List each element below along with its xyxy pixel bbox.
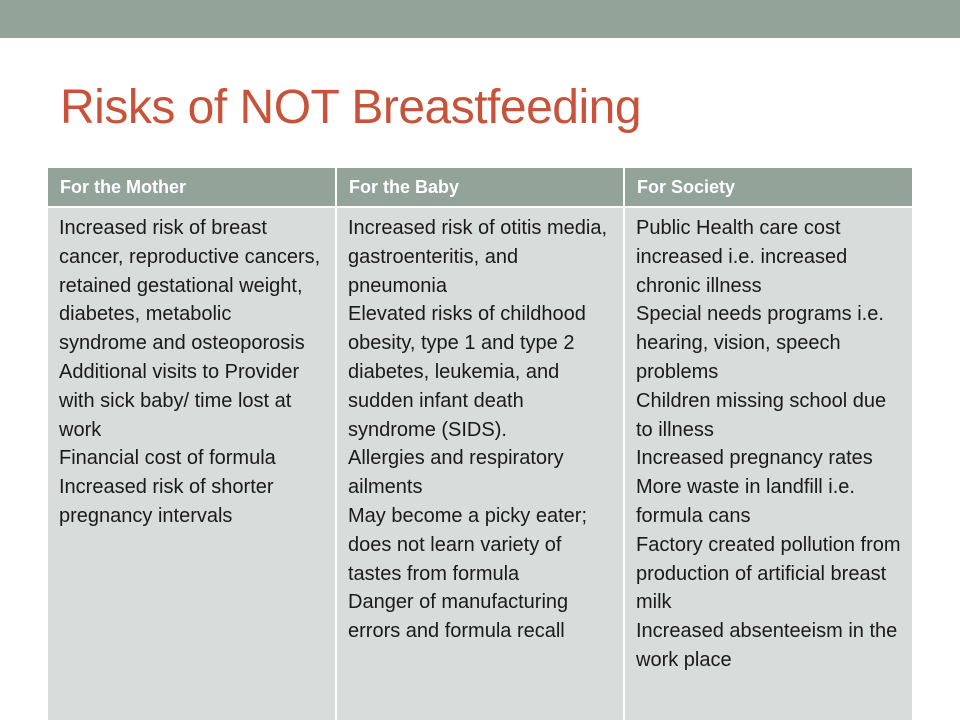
society-risk-item: Public Health care cost increased i.e. i… [636,217,848,297]
society-risk-item: Special needs programs i.e. hearing, vis… [636,303,884,383]
header-for-the-baby: For the Baby [336,168,625,208]
header-for-the-mother: For the Mother [48,168,337,208]
mother-risk-item: Additional visits to Provider with sick … [59,360,300,441]
slide-title: Risks of NOT Breastfeeding [60,81,642,134]
risks-table: For the Mother For the Baby For Society … [48,168,912,720]
baby-risk-item: May become a picky eater; does not learn… [348,504,587,585]
baby-risks-cell: Increased risk of otitis media, gastroen… [336,207,625,720]
table-header-row: For the Mother For the Baby For Society [48,168,912,208]
top-accent-bar [0,0,960,38]
mother-risks-cell: Increased risk of breast cancer, reprodu… [48,207,337,720]
risks-table-container: For the Mother For the Baby For Society … [48,168,912,720]
mother-risk-item: Increased risk of shorter pregnancy inte… [59,476,274,527]
society-risk-item: Factory created pollution from productio… [636,533,901,614]
baby-risk-item: Allergies and respiratory ailments [348,447,564,499]
society-risk-item: Children missing school due to illness [636,389,887,441]
baby-risk-item: Increased risk of otitis media, gastroen… [348,217,607,297]
society-risks-cell: Public Health care cost increased i.e. i… [624,207,912,720]
society-risk-item: More waste in landfill i.e. formula cans [636,476,855,527]
baby-risk-item: Elevated risks of childhood obesity, typ… [348,303,586,441]
baby-risk-item: Danger of manufacturing errors and formu… [348,591,569,643]
society-risk-item: Increased pregnancy rates [636,447,873,470]
table-body-row: Increased risk of breast cancer, reprodu… [48,207,912,720]
header-for-society: For Society [624,168,912,208]
society-risk-item: Increased absenteeism in the work place [636,620,898,671]
mother-risk-item: Increased risk of breast cancer, reprodu… [59,217,321,355]
mother-risk-item: Financial cost of formula [59,447,276,470]
